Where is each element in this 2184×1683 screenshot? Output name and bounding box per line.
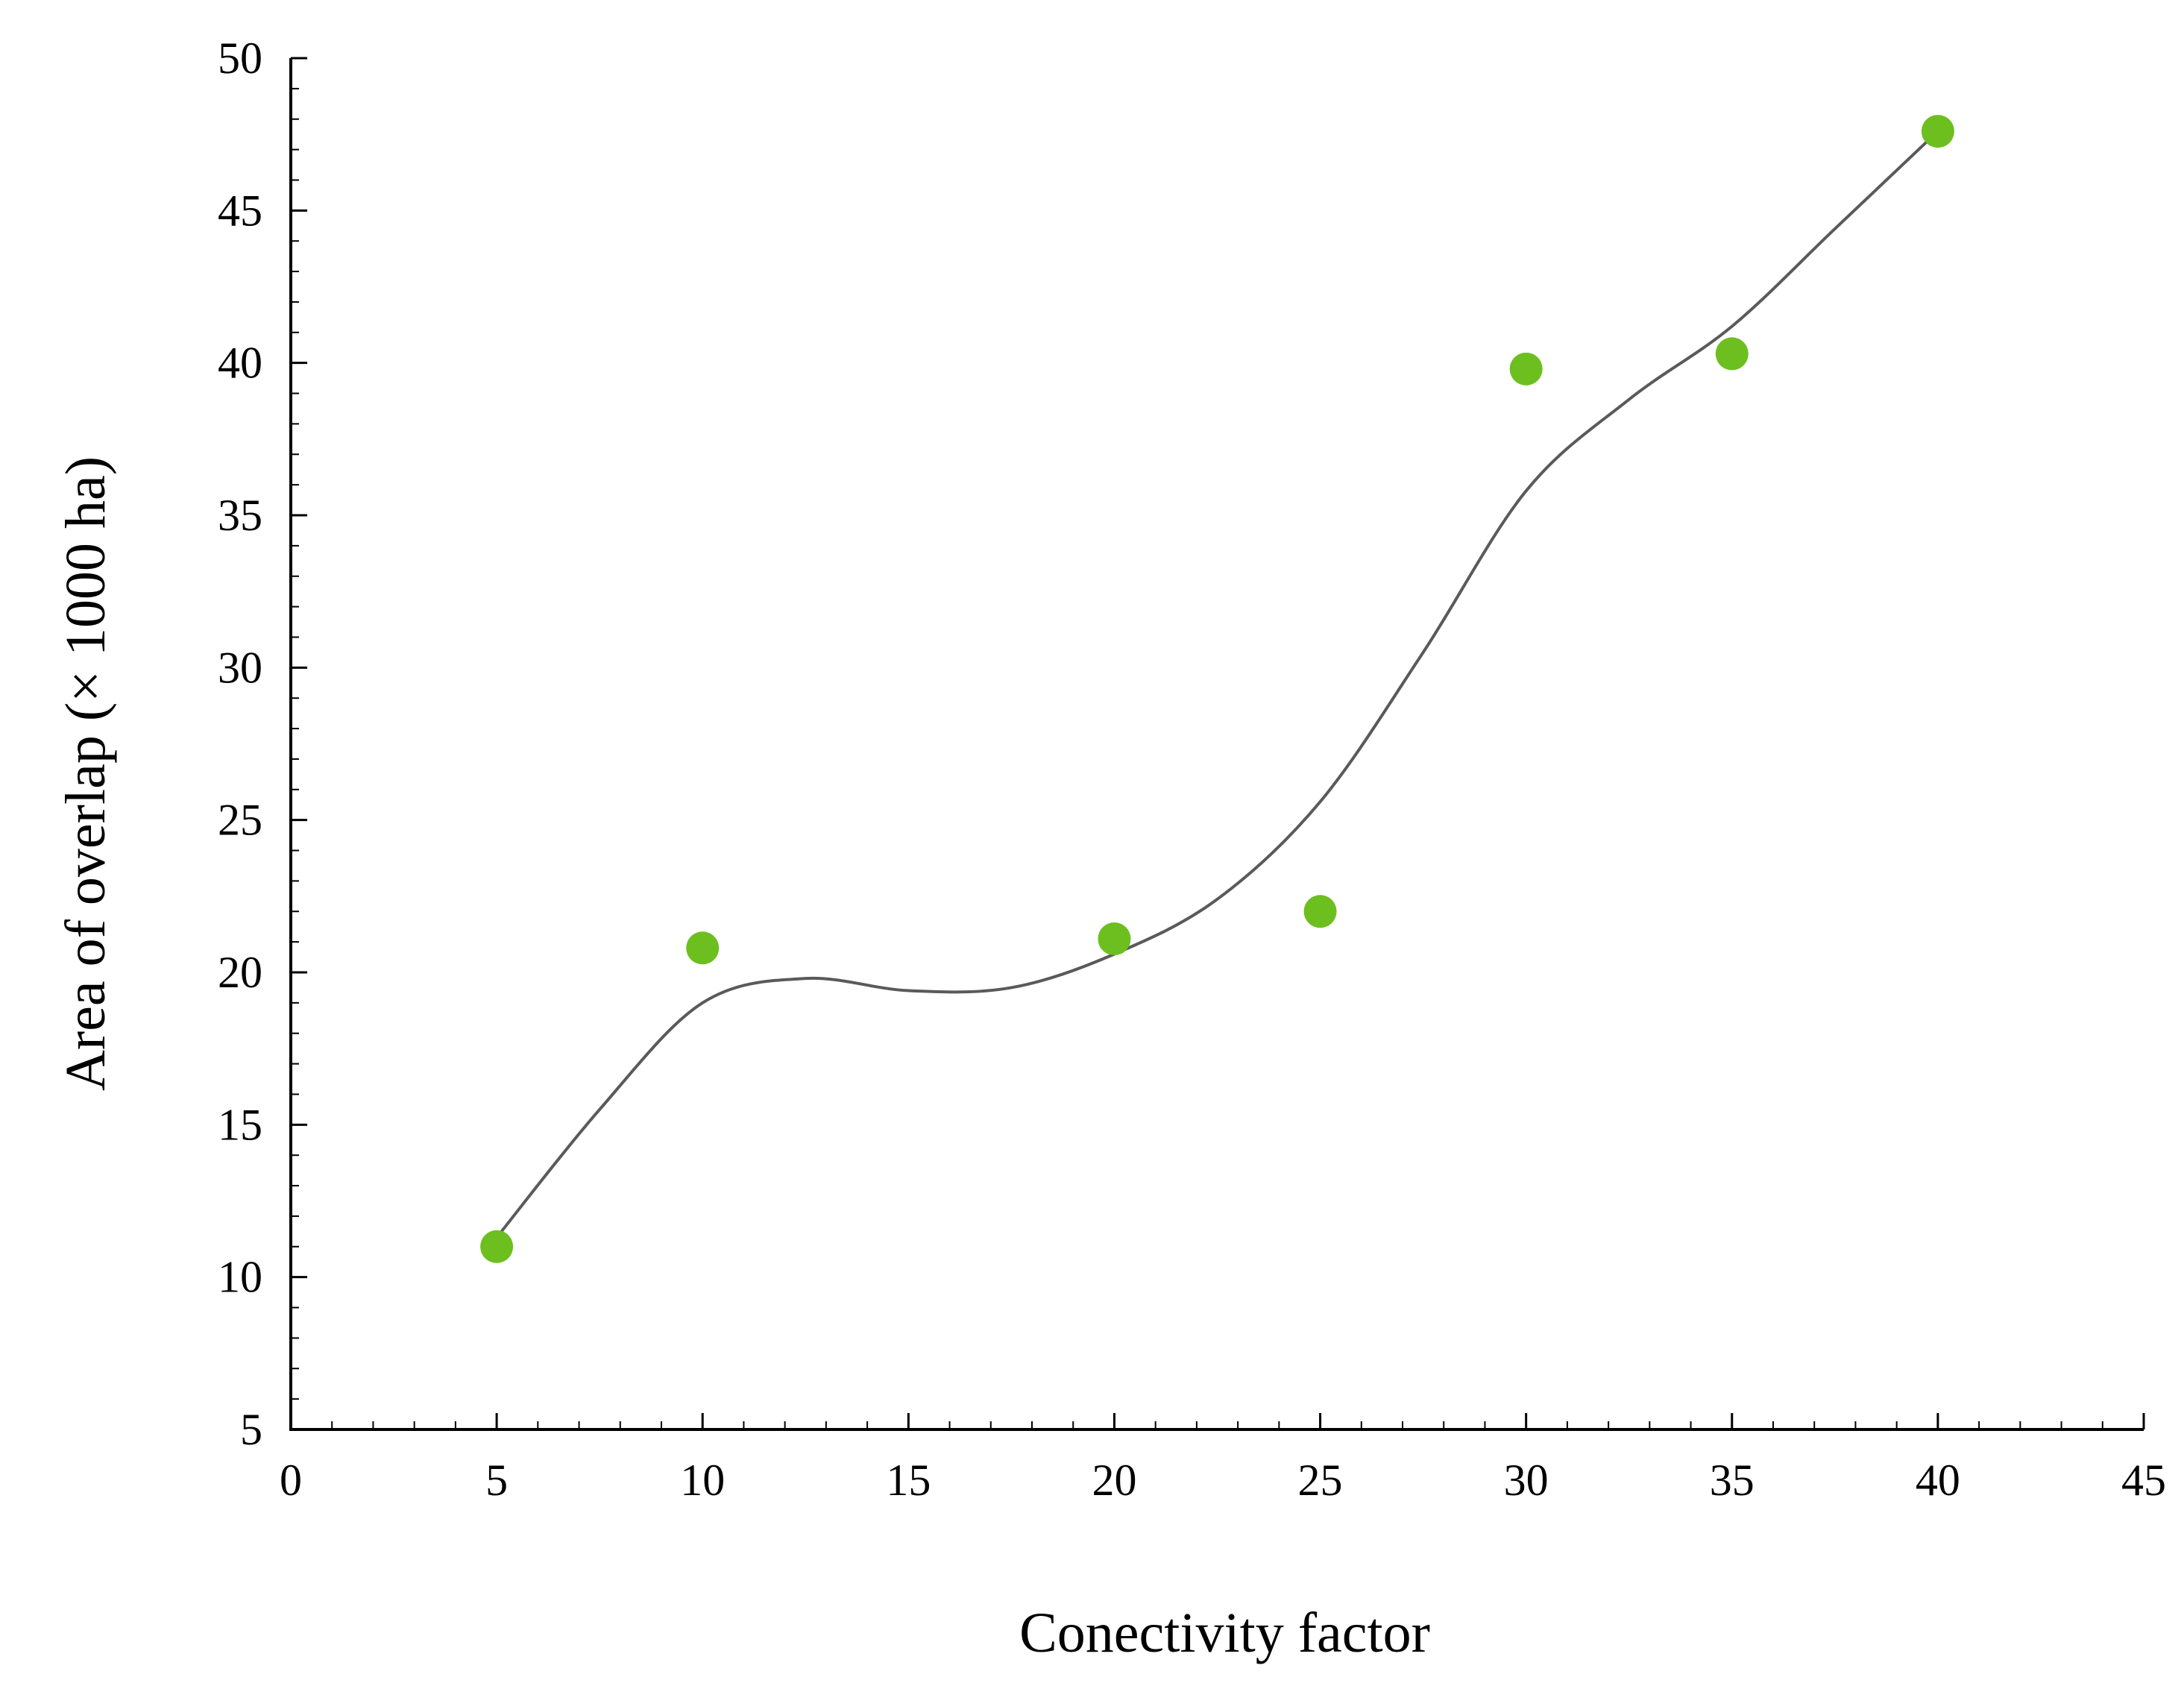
- x-tick-labels: 0 5 10 15 20 25 30 35 40 45: [280, 1456, 2166, 1505]
- y-tick-label-15: 15: [218, 1100, 262, 1149]
- y-tick-label-50: 50: [218, 34, 262, 83]
- x-tick-label-45: 45: [2121, 1456, 2166, 1505]
- data-point-35: [1715, 337, 1749, 371]
- x-tick-label-20: 20: [1092, 1456, 1136, 1505]
- y-tick-label-5: 5: [240, 1405, 262, 1454]
- y-tick-label-40: 40: [218, 339, 262, 388]
- y-tick-label-35: 35: [218, 491, 262, 540]
- data-point-20: [1098, 922, 1131, 956]
- data-point-10: [686, 931, 720, 965]
- y-tick-labels: 5 10 15 20 25 30 35 40 45 50: [218, 34, 262, 1454]
- x-tick-label-40: 40: [1916, 1456, 1960, 1505]
- y-axis-title: Area of overlap (× 1000 ha): [54, 456, 117, 1091]
- major-ticks: [289, 57, 2145, 1431]
- x-tick-label-5: 5: [485, 1456, 508, 1505]
- data-point-30: [1509, 352, 1543, 386]
- y-tick-label-45: 45: [218, 186, 262, 235]
- axes: [289, 58, 2144, 1431]
- x-tick-label-10: 10: [680, 1456, 725, 1505]
- y-tick-label-25: 25: [218, 796, 262, 845]
- data-points: [480, 115, 1954, 1263]
- x-tick-label-25: 25: [1298, 1456, 1343, 1505]
- y-tick-label-20: 20: [218, 948, 262, 997]
- data-point-25: [1303, 895, 1337, 928]
- x-tick-label-0: 0: [280, 1456, 302, 1505]
- data-point-40: [1921, 115, 1954, 148]
- x-axis-title: Conectivity factor: [1019, 1602, 1430, 1664]
- minor-ticks: [291, 87, 2103, 1429]
- data-point-5: [480, 1230, 514, 1263]
- x-tick-label-30: 30: [1504, 1456, 1549, 1505]
- y-tick-label-10: 10: [218, 1253, 262, 1302]
- fit-curve: [495, 130, 1939, 1239]
- y-tick-label-30: 30: [218, 643, 262, 692]
- x-tick-label-35: 35: [1710, 1456, 1755, 1505]
- x-tick-label-15: 15: [886, 1456, 931, 1505]
